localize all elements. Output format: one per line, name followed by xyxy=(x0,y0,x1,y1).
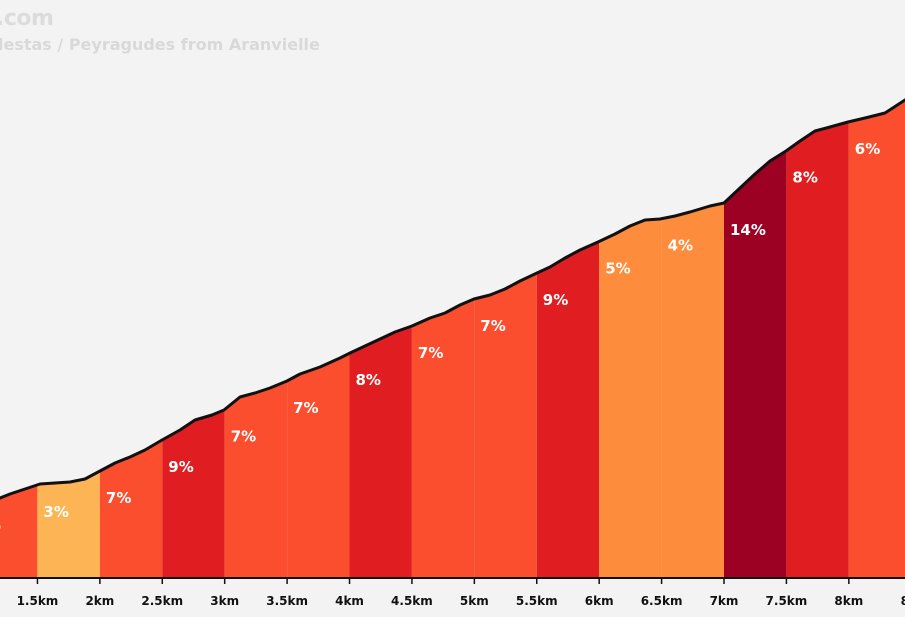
x-tick-label: 8.5 xyxy=(901,594,905,608)
grade-label: 9% xyxy=(168,458,193,476)
x-tick-label: 5km xyxy=(460,594,489,608)
grade-label: 7% xyxy=(480,317,505,335)
x-tick-label: 4km xyxy=(335,594,364,608)
grade-segment xyxy=(99,439,163,578)
x-tick-label: 2km xyxy=(85,594,114,608)
grade-label: % xyxy=(0,516,1,534)
grade-segment xyxy=(224,380,288,578)
x-tick-label: 6km xyxy=(585,594,614,608)
grade-segment xyxy=(848,100,905,578)
x-tick-label: 6.5km xyxy=(641,594,683,608)
grade-segment xyxy=(287,353,350,578)
site-name: .com xyxy=(0,6,54,31)
grade-segment xyxy=(411,298,475,578)
x-tick-label: 4.5km xyxy=(391,594,433,608)
grade-segment xyxy=(786,121,849,579)
grade-segments xyxy=(0,100,905,579)
grade-segment xyxy=(349,326,412,578)
grade-label: 7% xyxy=(231,427,256,445)
grade-label: 4% xyxy=(668,237,693,255)
grade-segment xyxy=(0,484,38,578)
x-tick-label: 2.5km xyxy=(141,594,183,608)
grade-label: 7% xyxy=(418,344,443,362)
grade-label: 7% xyxy=(106,489,131,507)
grade-segment xyxy=(37,471,100,578)
profile-line xyxy=(0,98,905,500)
x-tick-label: 8km xyxy=(834,594,863,608)
grade-label: 14% xyxy=(730,221,766,239)
chart-subtitle: lestas / Peyragudes from Aranvielle xyxy=(0,35,320,54)
x-axis-ticks: 1.5km 2km 2.5km 3km 3.5km 4km 4.5km 5km 5.5km 6km… xyxy=(17,578,905,608)
x-tick-label: 3km xyxy=(210,594,239,608)
grade-segment xyxy=(724,150,787,578)
grade-segment xyxy=(599,218,662,578)
grade-label: 7% xyxy=(293,399,318,417)
grade-label: 9% xyxy=(543,291,568,309)
x-tick-label: 1.5km xyxy=(17,594,59,608)
grade-segment xyxy=(536,241,600,578)
grade-segment xyxy=(162,409,225,578)
x-tick-label: 7.5km xyxy=(766,594,808,608)
x-tick-label: 3.5km xyxy=(266,594,308,608)
grade-segment xyxy=(661,203,724,578)
grade-label: 8% xyxy=(356,371,381,389)
grade-segment xyxy=(474,273,537,578)
grade-label: 8% xyxy=(792,169,817,187)
grade-label: 6% xyxy=(855,140,880,158)
grade-label: 3% xyxy=(43,503,68,521)
grade-label: 5% xyxy=(605,259,630,277)
x-tick-label: 7km xyxy=(710,594,739,608)
x-tick-label: 5.5km xyxy=(516,594,558,608)
grade-labels: % 3% 7% 9% 7% 7% 8% 7% 7% 9% 5% 4% 14% 8% 6% xyxy=(0,140,880,534)
